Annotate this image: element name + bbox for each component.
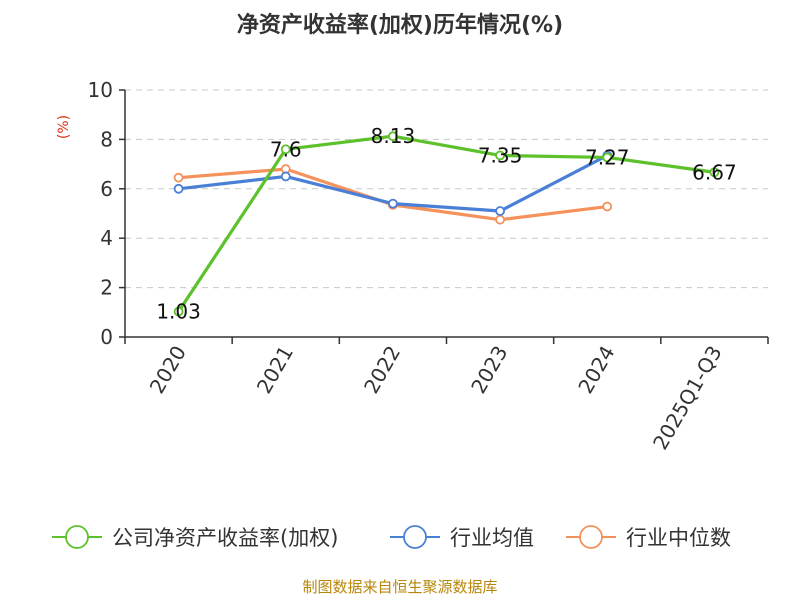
y-tick-label: 10 <box>88 78 113 102</box>
legend: 公司净资产收益率(加权) 行业均值 行业中位数 <box>52 525 731 550</box>
series-point <box>495 214 505 225</box>
series-point <box>173 306 184 317</box>
series-point <box>280 171 291 182</box>
gridlines <box>125 89 768 289</box>
y-tick-label: 2 <box>100 276 113 300</box>
y-tick-label: 6 <box>100 177 113 201</box>
data-label: 7.27 <box>585 145 630 169</box>
data-label: 7.35 <box>478 143 523 167</box>
series-point <box>602 201 613 212</box>
data-label: 8.13 <box>371 124 416 148</box>
legend-label: 行业均值 <box>450 526 534 550</box>
series-point <box>388 131 398 142</box>
series-point <box>709 167 720 178</box>
legend-label: 行业中位数 <box>626 526 731 550</box>
data-label: 1.03 <box>156 300 201 324</box>
legend-label: 公司净资产收益率(加权) <box>112 526 338 550</box>
x-tick-label: 2025Q1-Q3 <box>648 342 727 454</box>
series-point <box>388 198 398 209</box>
data-labels: 1.03 7.6 8.13 7.35 7.27 6.67 <box>156 124 736 323</box>
x-tick-label: 2021 <box>252 342 298 398</box>
x-tick-label: 2022 <box>359 342 405 398</box>
series-point <box>173 172 184 183</box>
y-axis-ticks: 0 2 4 6 8 10 <box>88 78 125 349</box>
series-point <box>602 152 613 163</box>
y-tick-label: 8 <box>100 127 113 151</box>
x-tick-label: 2024 <box>573 342 619 398</box>
y-tick-label: 0 <box>100 325 113 349</box>
series-point <box>495 150 505 161</box>
source-note: 制图数据来自恒生聚源数据库 <box>302 578 497 596</box>
y-axis-unit: (%) <box>56 115 72 139</box>
data-label: 7.6 <box>270 137 302 161</box>
data-label: 6.67 <box>692 160 737 184</box>
y-tick-label: 4 <box>100 226 113 250</box>
x-axis-ticks: 2020 2021 2022 2023 2024 2025Q1-Q3 <box>124 337 769 454</box>
legend-swatch-marker <box>403 525 427 549</box>
legend-swatch-marker <box>65 525 89 549</box>
series-point <box>495 206 505 216</box>
x-tick-label: 2020 <box>145 342 191 398</box>
legend-swatch-marker <box>579 525 603 549</box>
series-layer <box>173 131 720 317</box>
x-tick-label: 2023 <box>466 342 512 398</box>
series-point <box>280 144 291 155</box>
series-line <box>177 134 715 313</box>
chart-title: 净资产收益率(加权)历年情况(%) <box>237 12 563 38</box>
series-point <box>173 183 184 194</box>
